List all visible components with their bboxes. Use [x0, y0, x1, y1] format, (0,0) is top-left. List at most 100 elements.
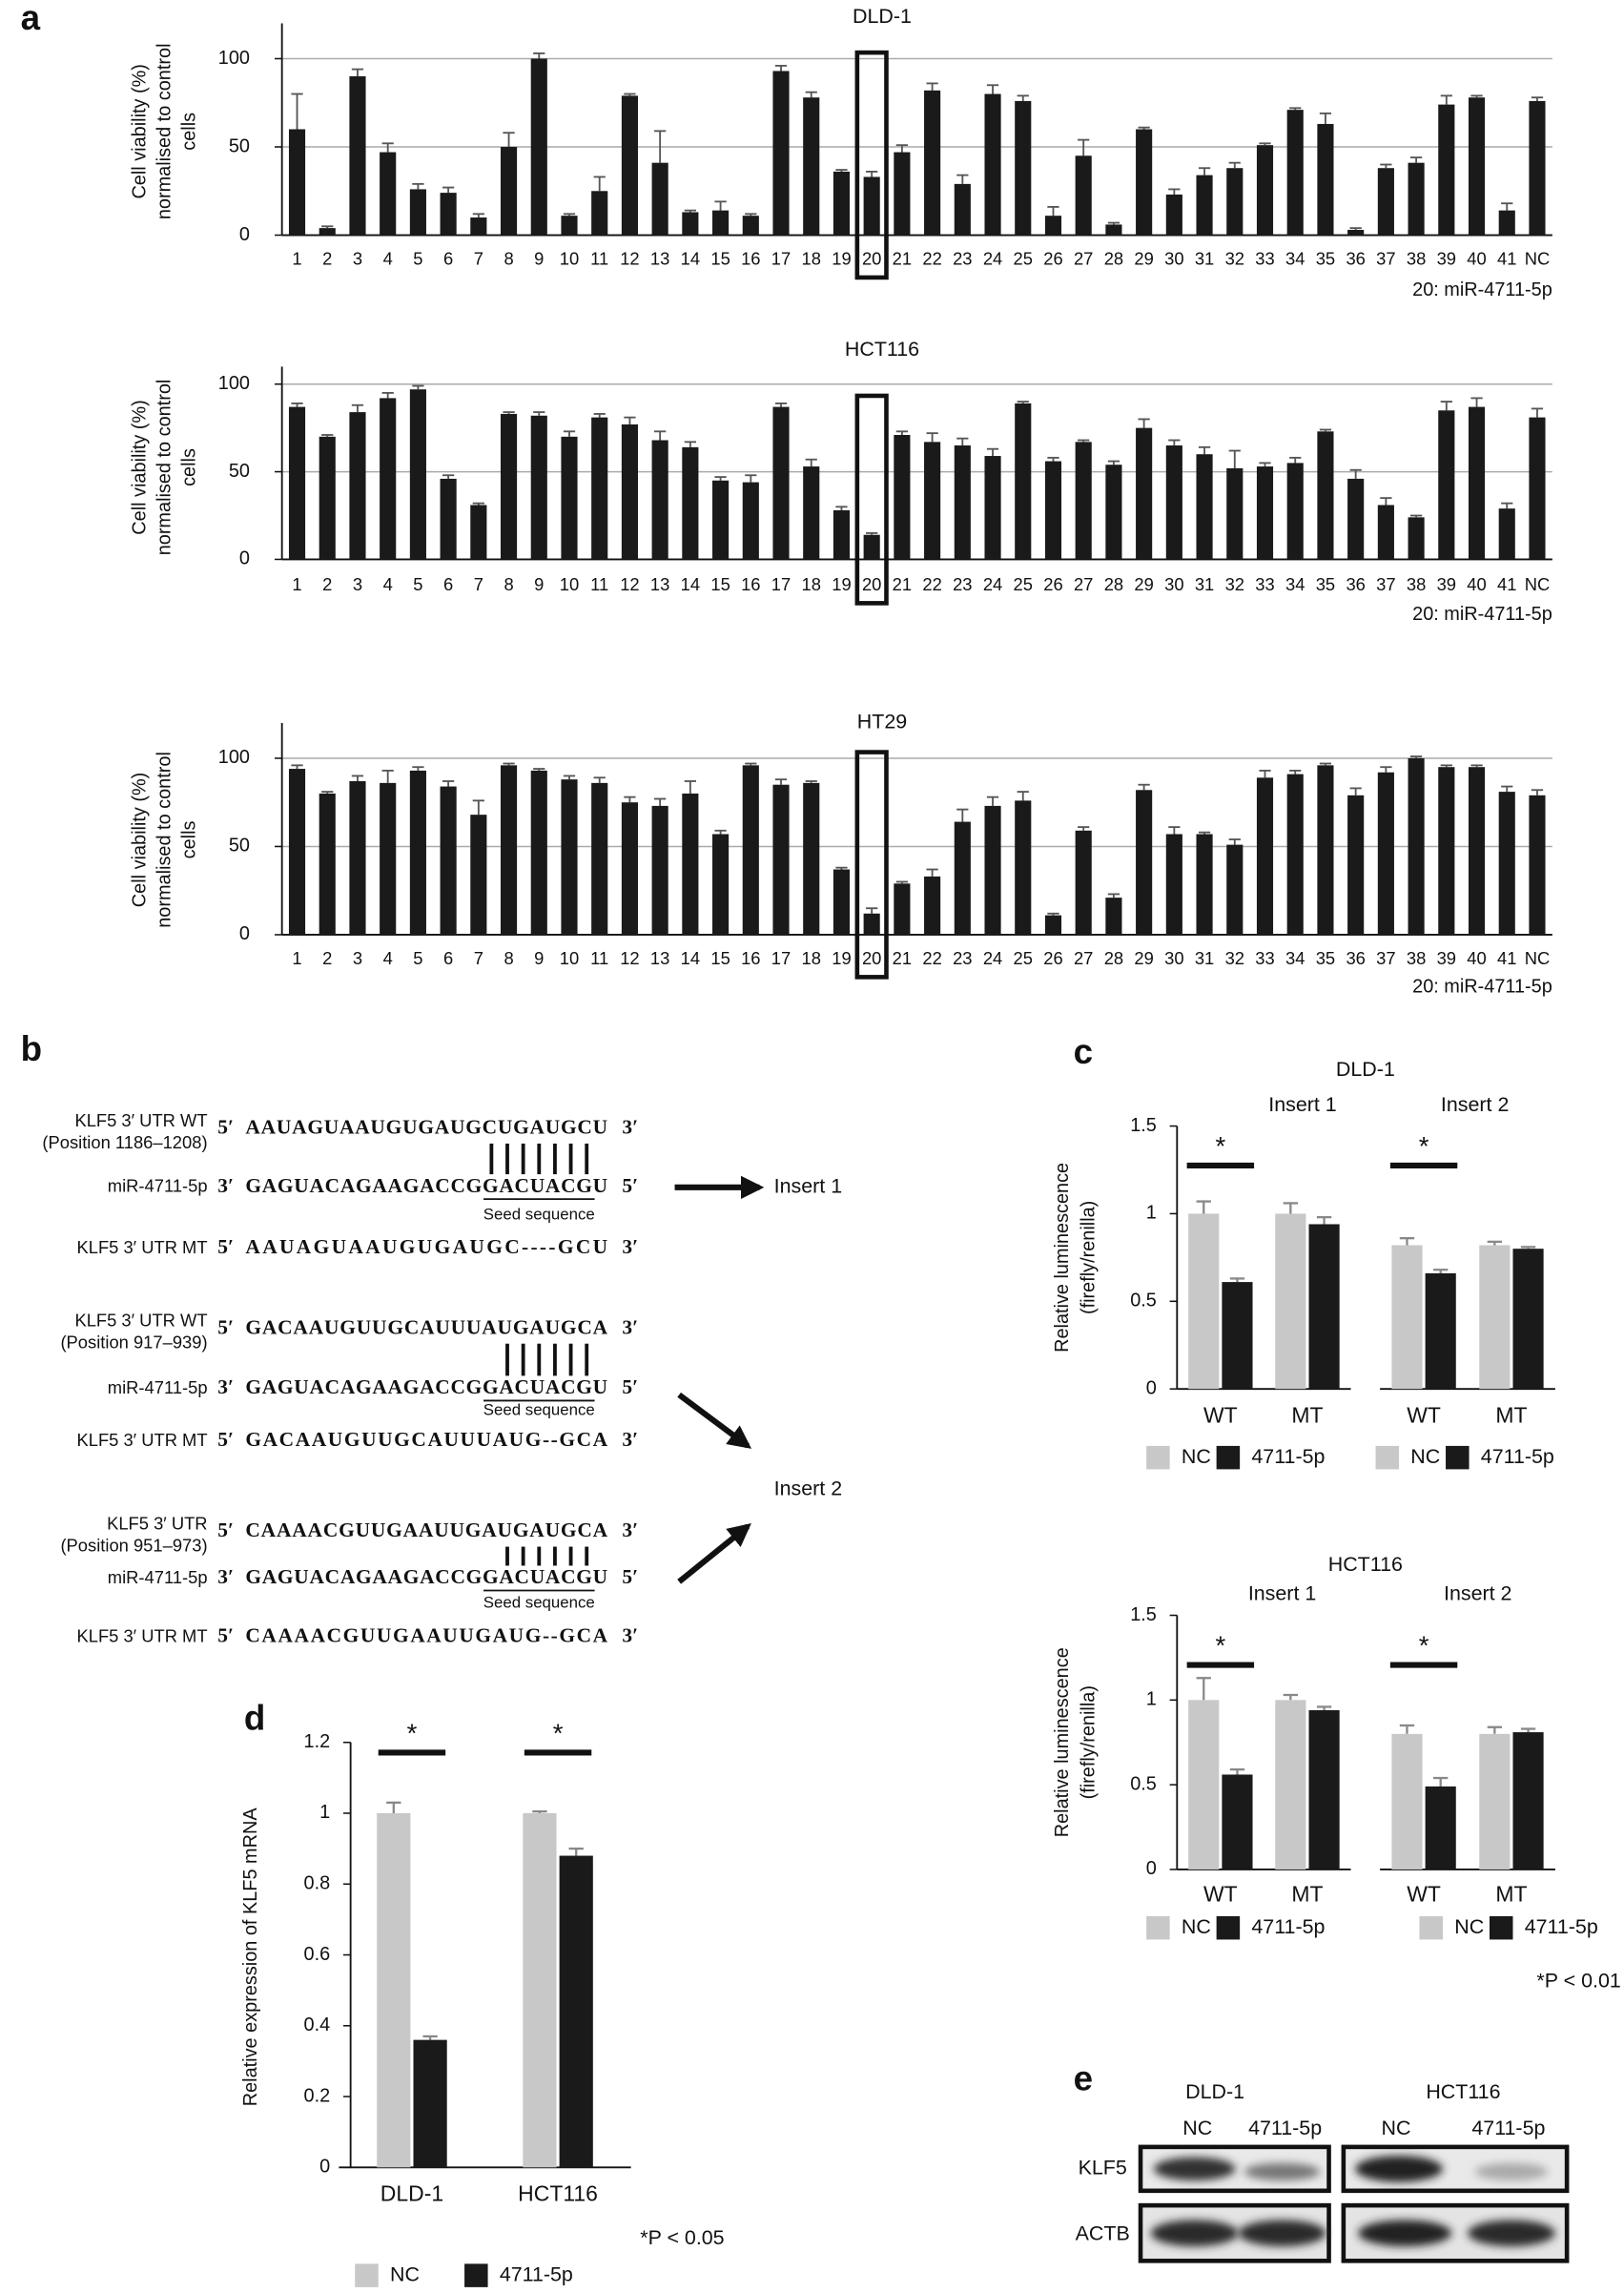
y-tick-label: 1.2: [304, 1731, 331, 1752]
sequence-label: (Position 1186–1208): [42, 1132, 207, 1152]
x-tick-label: 22: [922, 248, 941, 268]
y-tick-label: 0.4: [304, 2014, 331, 2035]
x-tick-label: 34: [1285, 248, 1305, 268]
x-tick-label: 32: [1225, 948, 1244, 968]
bar: [380, 152, 397, 236]
legend-swatch: [1419, 1915, 1443, 1940]
x-tick-label: HCT116: [518, 2180, 598, 2205]
x-tick-label: 23: [953, 948, 972, 968]
strand-end: 3′: [622, 1315, 638, 1338]
x-tick-label: 10: [560, 948, 579, 968]
bar: [380, 782, 397, 935]
y-tick-label: 0: [1146, 1377, 1157, 1398]
bar: [1196, 834, 1213, 935]
bar: [1015, 100, 1032, 236]
legend-swatch: [1146, 1915, 1170, 1940]
bar: [712, 834, 730, 935]
significance-label: *: [1419, 1131, 1429, 1161]
x-tick-label: 17: [771, 574, 791, 594]
panel-label: c: [1074, 1032, 1093, 1071]
bar: [1391, 1245, 1423, 1390]
y-axis-label: Cell viability (%): [129, 64, 150, 198]
legend-swatch: [1216, 1915, 1241, 1940]
bar: [742, 482, 759, 560]
x-tick-label: 8: [504, 948, 513, 968]
sequence: GACAAUGUUGCAUUUAUGAUGCA: [245, 1315, 607, 1338]
highlight-box: [854, 750, 889, 980]
bar: [1105, 465, 1122, 560]
x-tick-label: 20: [862, 574, 881, 594]
bar: [591, 417, 608, 560]
x-tick-label: 36: [1346, 574, 1365, 594]
annotation: 20: miR-4711-5p: [1412, 279, 1552, 300]
x-tick-label: 40: [1467, 248, 1486, 268]
x-tick-label: 3: [353, 948, 362, 968]
x-tick-label: 34: [1285, 574, 1305, 594]
bar: [682, 212, 699, 236]
bar: [523, 1812, 557, 2168]
x-tick-label: 35: [1316, 948, 1335, 968]
y-tick-label: 1: [1146, 1689, 1157, 1710]
bar: [833, 171, 851, 236]
bar: [1408, 162, 1425, 236]
legend-swatch: [1446, 1445, 1470, 1470]
x-tick-label: 6: [443, 574, 453, 594]
bar: [470, 815, 487, 935]
x-tick-label: 31: [1195, 574, 1214, 594]
x-tick-label: 41: [1497, 248, 1516, 268]
x-tick-label: 15: [710, 948, 730, 968]
x-tick-label: 6: [443, 948, 453, 968]
bar: [924, 442, 941, 560]
sequence: GAGUACAGAAGACCGGACUACGU: [245, 1565, 607, 1588]
x-tick-label: 15: [710, 574, 730, 594]
x-tick-label: 24: [983, 248, 1002, 268]
bar: [803, 466, 820, 560]
bar: [413, 2039, 447, 2168]
sequence: GAGUACAGAAGACCGGACUACGU: [245, 1174, 607, 1197]
x-tick-label: 10: [560, 248, 579, 268]
significance-label: *: [553, 1718, 564, 1747]
x-tick-label: 38: [1407, 248, 1426, 268]
x-tick-label: 26: [1043, 574, 1062, 594]
bar: [1075, 442, 1092, 560]
y-tick-label: 50: [229, 461, 250, 482]
bar: [1308, 1709, 1340, 1870]
y-tick-label: 1: [319, 1802, 330, 1823]
note: *P < 0.05: [640, 2226, 724, 2249]
y-axis-label: cells: [178, 113, 199, 151]
bar: [984, 93, 1001, 236]
y-axis-label: Relative luminescence: [1052, 1647, 1073, 1837]
legend-label: 4711-5p: [1481, 1445, 1554, 1468]
x-tick-label: 5: [413, 948, 422, 968]
bar: [954, 821, 971, 935]
bar: [1308, 1224, 1340, 1390]
bar: [500, 765, 518, 935]
x-tick-label: 29: [1134, 948, 1153, 968]
legend-label: NC: [1410, 1445, 1440, 1468]
y-axis-label: (firefly/renilla): [1079, 1201, 1100, 1314]
y-axis-label: normalised to control: [154, 752, 175, 928]
x-tick-label: 14: [681, 574, 700, 594]
x-tick-label: NC: [1525, 248, 1551, 268]
sequence: GACAAUGUUGCAUUUAUG--GCA: [245, 1428, 607, 1451]
bar: [1438, 767, 1455, 935]
x-tick-label: 7: [474, 948, 483, 968]
x-tick-label: 1: [292, 248, 301, 268]
strand-end: 5′: [622, 1565, 638, 1588]
x-tick-label: 35: [1316, 574, 1335, 594]
y-tick-label: 50: [229, 135, 250, 156]
bar: [924, 90, 941, 236]
significance-label: *: [1419, 1630, 1429, 1660]
x-tick-label: 28: [1104, 574, 1123, 594]
blot-band: [1474, 2162, 1549, 2181]
group-label: Insert 2: [1441, 1093, 1509, 1116]
x-tick-label: 37: [1376, 574, 1395, 594]
strand-end: 3′: [217, 1565, 234, 1588]
x-tick-label: 26: [1043, 248, 1062, 268]
strand-end: 3′: [622, 1518, 638, 1541]
chart-title: HCT116: [1328, 1553, 1403, 1576]
x-tick-label: 8: [504, 574, 513, 594]
x-tick-label: 27: [1074, 248, 1093, 268]
x-tick-label: 1: [292, 574, 301, 594]
